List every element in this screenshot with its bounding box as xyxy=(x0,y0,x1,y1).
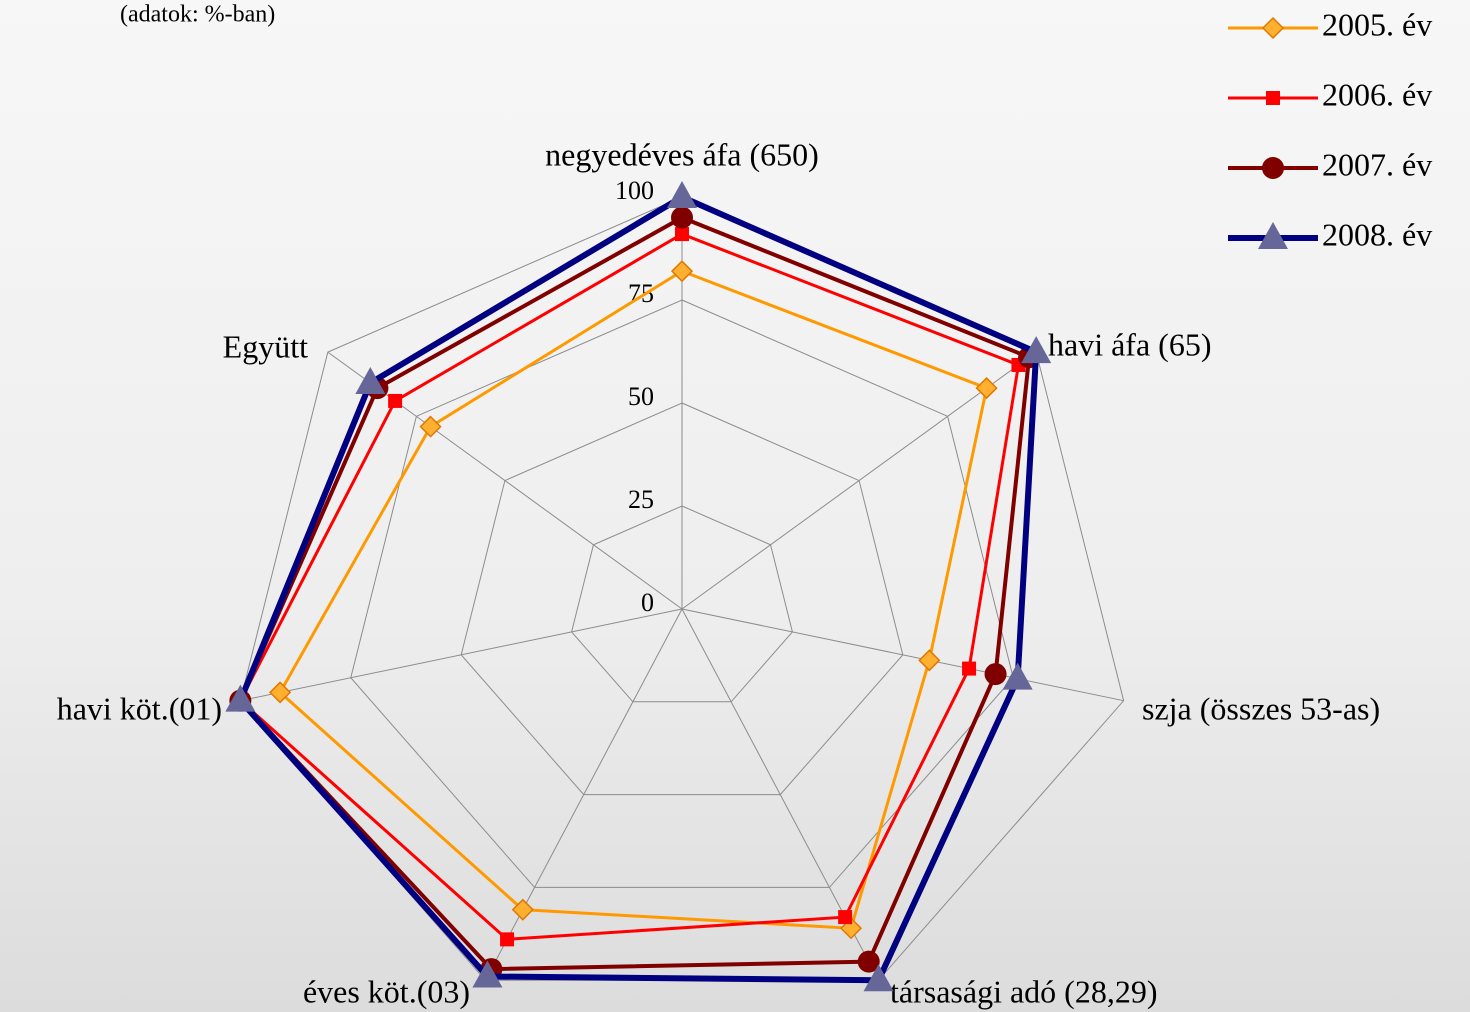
category-label: Együtt xyxy=(223,328,308,364)
marker xyxy=(355,366,386,394)
category-label: szja (összes 53-as) xyxy=(1142,690,1380,726)
spoke xyxy=(240,608,683,702)
legend-label: 2006. év xyxy=(1322,76,1432,112)
marker xyxy=(1021,336,1052,364)
series-line xyxy=(237,215,1032,972)
legend-label: 2008. év xyxy=(1322,216,1432,252)
r-tick-label: 0 xyxy=(641,588,654,617)
category-label: társasági adó (28,29) xyxy=(890,973,1157,1009)
marker xyxy=(671,206,693,229)
spoke xyxy=(681,608,1124,702)
category-label: éves köt.(03) xyxy=(303,973,470,1009)
grid-ring xyxy=(350,299,1014,888)
marker xyxy=(838,910,853,925)
legend-label: 2007. év xyxy=(1322,146,1432,182)
series-line xyxy=(278,269,989,930)
marker xyxy=(225,684,256,712)
marker xyxy=(1262,157,1284,179)
spoke xyxy=(681,351,1037,610)
marker xyxy=(962,661,977,676)
marker xyxy=(863,964,894,992)
r-tick-label: 50 xyxy=(628,382,654,411)
marker xyxy=(1261,16,1285,40)
marker xyxy=(839,917,863,940)
series-line xyxy=(238,232,1021,941)
grid-ring xyxy=(571,505,793,703)
marker xyxy=(857,950,880,973)
marker xyxy=(500,932,515,947)
r-tick-label: 100 xyxy=(615,176,654,205)
category-label: negyedéves áfa (650) xyxy=(545,136,819,172)
chart-subtitle: (adatok: %-ban) xyxy=(120,2,275,28)
marker xyxy=(472,960,503,988)
category-label: havi áfa (65) xyxy=(1048,326,1211,362)
marker xyxy=(975,377,998,400)
marker xyxy=(675,227,689,242)
marker xyxy=(269,681,292,704)
marker xyxy=(1266,91,1280,105)
spoke xyxy=(485,608,683,981)
series-line xyxy=(236,193,1040,984)
marker xyxy=(918,649,941,672)
marker xyxy=(1002,662,1033,690)
marker xyxy=(984,663,1007,686)
legend-label: 2005. év xyxy=(1322,6,1432,42)
marker xyxy=(667,181,697,208)
grid-ring xyxy=(460,402,904,796)
marker xyxy=(1258,222,1288,249)
marker xyxy=(419,415,442,438)
marker xyxy=(511,898,534,921)
category-label: havi köt.(01) xyxy=(57,690,222,726)
marker xyxy=(670,260,694,283)
marker xyxy=(388,393,403,408)
r-tick-label: 25 xyxy=(628,485,654,514)
spoke xyxy=(327,351,683,610)
